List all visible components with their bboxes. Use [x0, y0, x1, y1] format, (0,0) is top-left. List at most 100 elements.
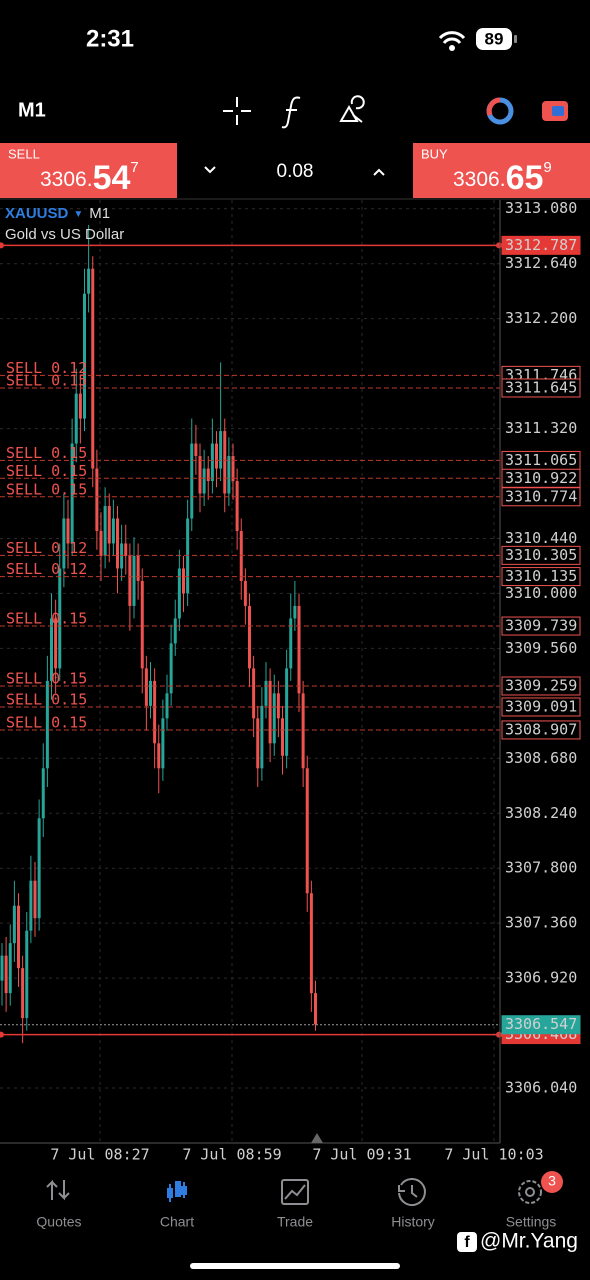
- position-label: SELL 0.15: [6, 690, 87, 708]
- candle-body: [87, 268, 91, 294]
- candle-body: [252, 668, 256, 719]
- level-handle: [0, 1031, 4, 1038]
- candle-body: [227, 456, 231, 494]
- timeframe-button[interactable]: M1: [18, 99, 46, 121]
- level-handle: [496, 242, 502, 249]
- trade-button[interactable]: [542, 101, 568, 121]
- x-tick-label: 7 Jul 09:31: [312, 1146, 411, 1164]
- candle-body: [223, 431, 227, 494]
- candle-body: [182, 568, 185, 594]
- watermark-icon: [457, 1232, 477, 1252]
- candle-body: [190, 443, 194, 519]
- position-label: SELL 0.15: [6, 713, 87, 731]
- candle-body: [107, 506, 111, 544]
- objects-button[interactable]: [339, 95, 365, 123]
- candle-body: [120, 543, 124, 569]
- y-tick-label: 3312.200: [505, 309, 577, 327]
- position-label: SELL 0.15: [6, 444, 87, 462]
- candle-body: [144, 668, 148, 706]
- candle-body: [124, 543, 128, 556]
- price-tag-label: 3310.305: [505, 546, 577, 564]
- tab-chart-icon[interactable]: [167, 1181, 187, 1202]
- crosshair-button[interactable]: [223, 97, 251, 125]
- candle-body: [161, 718, 165, 769]
- candle-body: [116, 518, 119, 569]
- tab-label[interactable]: History: [391, 1214, 435, 1230]
- candle-body: [132, 555, 136, 606]
- price-tag-label: 3310.774: [505, 487, 577, 505]
- watermark-icon-letter: f: [464, 1234, 470, 1251]
- symbol[interactable]: XAUUSD: [5, 205, 69, 222]
- candle-body: [173, 618, 177, 644]
- candle-body: [314, 993, 317, 1025]
- x-tick-label: 7 Jul 08:59: [182, 1146, 281, 1164]
- candle-body: [219, 431, 223, 469]
- candle-body: [140, 580, 144, 669]
- tab-label[interactable]: Settings: [506, 1214, 557, 1230]
- candle-body: [128, 555, 132, 606]
- candle-body: [198, 456, 202, 494]
- tab-trade-icon[interactable]: [281, 1179, 309, 1205]
- price-tag-label: 3310.135: [505, 567, 577, 585]
- tab-label[interactable]: Trade: [277, 1214, 313, 1230]
- position-label: SELL 0.12: [6, 560, 87, 578]
- price-tag-label: 3309.091: [505, 697, 577, 715]
- tab-history-icon[interactable]: [398, 1178, 426, 1206]
- battery-cap: [514, 35, 517, 43]
- buy-button[interactable]: [413, 143, 590, 198]
- candle-body: [0, 955, 4, 981]
- candle-body: [12, 905, 16, 944]
- tab-label[interactable]: Chart: [160, 1214, 194, 1230]
- candle-body: [248, 605, 251, 669]
- buy-price-sup: 9: [543, 159, 551, 176]
- candle-body: [165, 693, 169, 719]
- indicators-button[interactable]: [281, 96, 301, 129]
- candle-body: [210, 443, 214, 482]
- candle-body: [264, 680, 268, 706]
- chart-header: XAUUSD ▼ M1: [5, 205, 110, 222]
- volume-down[interactable]: [204, 166, 216, 174]
- candle-body: [272, 693, 276, 744]
- account-button[interactable]: [486, 97, 514, 125]
- candle-body: [54, 618, 58, 669]
- candle-body: [281, 718, 284, 756]
- sell-label: SELL: [8, 146, 40, 161]
- home-indicator: [190, 1263, 400, 1269]
- candle-body: [305, 768, 309, 894]
- price-tag: [501, 1015, 581, 1035]
- y-tick-label: 3311.320: [505, 419, 577, 437]
- volume-up[interactable]: [373, 168, 385, 176]
- candle-body: [285, 668, 289, 756]
- y-tick-label: 3306.920: [505, 969, 577, 987]
- watermark: @Mr.Yang: [480, 1230, 578, 1253]
- candle-body: [91, 268, 95, 469]
- price-tag: [501, 235, 581, 255]
- chart-timeframe: M1: [89, 205, 110, 222]
- y-tick-label: 3307.800: [505, 859, 577, 877]
- position-label: SELL 0.12: [6, 539, 87, 557]
- position-label: SELL 0.15: [6, 480, 87, 498]
- candle-body: [70, 443, 74, 544]
- volume[interactable]: 0.08: [277, 161, 314, 182]
- candle-body: [66, 518, 70, 544]
- grid: [0, 200, 500, 1143]
- overlay: 3313.080 3312.640 3312.200 3311.320 3310.440…: [0, 199, 581, 1164]
- badge-count: 3: [548, 1173, 556, 1189]
- tab-label[interactable]: Quotes: [36, 1214, 81, 1230]
- candle-body: [202, 468, 206, 494]
- candle-body: [17, 905, 20, 969]
- y-tick-label: 3310.440: [505, 529, 577, 547]
- candle-body: [260, 705, 264, 769]
- wifi-icon: [438, 31, 466, 45]
- candle-body: [103, 506, 107, 556]
- position-label: SELL 0.12: [6, 359, 87, 377]
- tab-quotes-icon[interactable]: [46, 1179, 70, 1201]
- symbol-description: Gold vs US Dollar: [5, 226, 124, 243]
- candle-body: [95, 468, 99, 531]
- buy-label: BUY: [421, 146, 448, 161]
- price-tag: [501, 545, 581, 565]
- tab-settings-icon[interactable]: [518, 1180, 542, 1204]
- sell-button[interactable]: [0, 143, 177, 198]
- price-tag: [501, 487, 581, 507]
- x-tick-label: 7 Jul 10:03: [444, 1146, 543, 1164]
